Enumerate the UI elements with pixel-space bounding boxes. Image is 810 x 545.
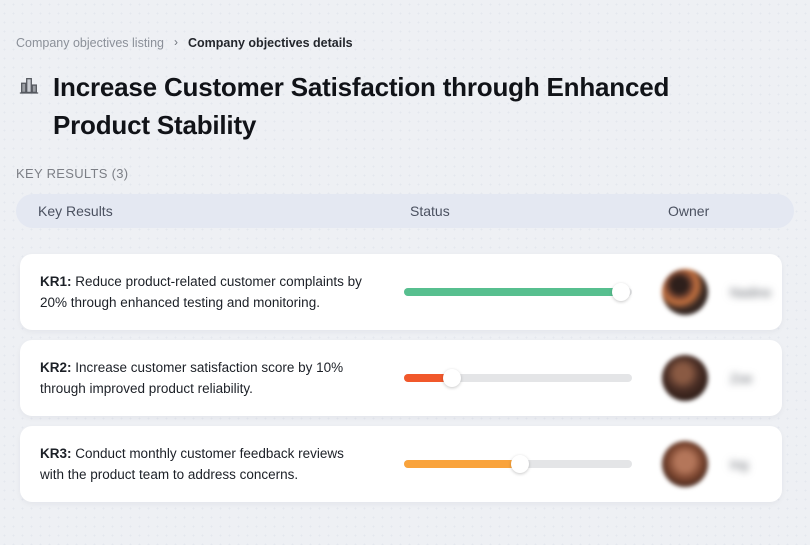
owner-name: Nadine xyxy=(730,284,772,300)
key-result-row-kr2[interactable]: KR2: Increase customer satisfaction scor… xyxy=(20,340,782,416)
objective-details-page: Company objectives listing › Company obj… xyxy=(16,35,794,502)
column-header-key-results: Key Results xyxy=(38,203,113,219)
chevron-right-icon: › xyxy=(174,35,178,49)
owner-name: Ing xyxy=(730,456,749,472)
owner-avatar xyxy=(662,355,708,401)
column-header-status: Status xyxy=(410,203,450,219)
key-results-list: KR1: Reduce product-related customer com… xyxy=(16,254,794,502)
progress-fill xyxy=(404,288,621,296)
key-result-text: KR3: Conduct monthly customer feedback r… xyxy=(40,443,370,485)
key-result-text: KR1: Reduce product-related customer com… xyxy=(40,271,370,313)
progress-slider[interactable] xyxy=(404,369,632,387)
kr-label: KR3: xyxy=(40,446,72,461)
progress-fill xyxy=(404,460,521,468)
key-results-section-label: KEY RESULTS (3) xyxy=(16,166,129,181)
owner-name: Zoe xyxy=(730,370,753,386)
breadcrumb-parent-link[interactable]: Company objectives listing xyxy=(16,36,164,50)
progress-knob[interactable] xyxy=(611,283,630,301)
owner-cell: Nadine xyxy=(648,269,782,315)
progress-slider[interactable] xyxy=(404,455,632,473)
buildings-icon xyxy=(19,78,39,94)
kr-label: KR2: xyxy=(40,360,72,375)
progress-slider[interactable] xyxy=(404,283,632,301)
kr-description: Conduct monthly customer feedback review… xyxy=(40,446,344,482)
page-title: Increase Customer Satisfaction through E… xyxy=(53,72,670,140)
table-header-row: Key Results Status Owner xyxy=(16,194,794,228)
breadcrumb: Company objectives listing › Company obj… xyxy=(16,35,794,50)
key-result-row-kr1[interactable]: KR1: Reduce product-related customer com… xyxy=(20,254,782,330)
progress-fill xyxy=(404,374,452,382)
kr-description: Increase customer satisfaction score by … xyxy=(40,360,344,396)
progress-knob[interactable] xyxy=(511,455,530,473)
owner-cell: Zoe xyxy=(648,355,782,401)
kr-description: Reduce product-related customer complain… xyxy=(40,274,362,310)
owner-avatar xyxy=(662,269,708,315)
owner-cell: Ing xyxy=(648,441,782,487)
owner-avatar xyxy=(662,441,708,487)
key-result-row-kr3[interactable]: KR3: Conduct monthly customer feedback r… xyxy=(20,426,782,502)
breadcrumb-current: Company objectives details xyxy=(188,36,353,50)
column-header-owner: Owner xyxy=(668,203,710,219)
progress-knob[interactable] xyxy=(442,369,461,387)
kr-label: KR1: xyxy=(40,274,72,289)
title-row: Increase Customer Satisfaction through E… xyxy=(16,68,794,144)
key-result-text: KR2: Increase customer satisfaction scor… xyxy=(40,357,370,399)
